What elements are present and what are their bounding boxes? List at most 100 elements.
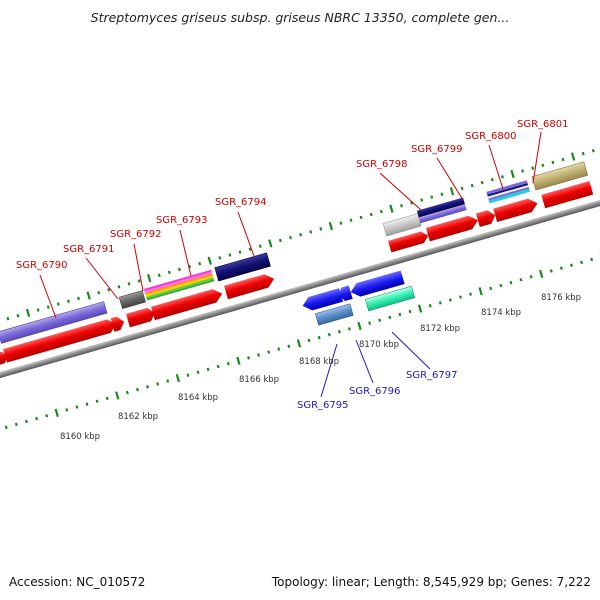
minor-tick <box>368 321 372 325</box>
minor-tick <box>347 327 351 331</box>
cds-sgr-6792[interactable] <box>126 306 157 328</box>
major-tick <box>449 187 455 196</box>
minor-tick <box>521 169 525 173</box>
scale-label: 8176 kbp <box>541 293 581 303</box>
gene-sgr-6795-cds[interactable] <box>315 303 354 326</box>
minor-tick <box>6 316 10 321</box>
minor-tick <box>460 186 464 191</box>
gene-label-sgr-6800[interactable]: SGR_6800 <box>465 131 517 142</box>
scale-label: 8166 kbp <box>239 375 279 385</box>
minor-tick <box>95 399 99 403</box>
gene-sgr-6799-feature[interactable] <box>416 197 467 224</box>
minor-tick <box>581 151 585 156</box>
minor-tick <box>226 361 230 366</box>
minor-tick <box>470 183 474 188</box>
gene-label-sgr-6797[interactable]: SGR_6797 <box>406 370 458 381</box>
minor-tick <box>177 267 181 272</box>
minor-tick <box>257 353 261 357</box>
gene-label-sgr-6791[interactable]: SGR_6791 <box>63 244 115 255</box>
minor-tick <box>490 177 494 182</box>
minor-tick <box>238 250 242 254</box>
minor-tick <box>551 160 555 165</box>
minor-tick <box>379 209 383 214</box>
minor-tick <box>309 230 313 234</box>
major-tick <box>207 256 212 265</box>
gene-label-sgr-6799[interactable]: SGR_6799 <box>411 144 463 155</box>
major-tick <box>510 169 515 179</box>
minor-tick <box>287 344 291 349</box>
minor-tick <box>216 364 220 369</box>
major-tick <box>539 269 544 279</box>
minor-tick <box>65 408 69 412</box>
minor-tick <box>438 301 442 305</box>
minor-tick <box>117 285 121 289</box>
minor-tick <box>529 275 533 279</box>
minor-tick <box>14 422 18 427</box>
gene-sgr-6790-feature[interactable] <box>0 301 108 344</box>
gene-label-sgr-6793[interactable]: SGR_6793 <box>156 215 208 226</box>
cds-sgr-6790[interactable] <box>2 317 118 363</box>
minor-tick <box>337 330 341 334</box>
major-tick <box>147 273 152 283</box>
cds-sgr-6801[interactable] <box>493 196 539 223</box>
minor-tick <box>146 385 150 389</box>
cds-sgr-6794[interactable] <box>224 272 276 300</box>
minor-tick <box>500 175 504 179</box>
minor-tick <box>198 261 202 266</box>
gene-callouts <box>39 131 542 398</box>
gene-sgr-6795-feature[interactable] <box>301 288 344 312</box>
gene-label-sgr-6801[interactable]: SGR_6801 <box>517 119 569 130</box>
summary-text: Topology: linear; Length: 8,545,929 bp; … <box>271 575 591 589</box>
scale-label: 8172 kbp <box>420 324 460 334</box>
gene-sgr-6801-feature[interactable] <box>486 180 531 204</box>
minor-tick <box>125 390 129 395</box>
gene-sgr-6796-cds[interactable] <box>364 285 416 312</box>
gene-label-sgr-6795[interactable]: SGR_6795 <box>297 400 349 411</box>
scale-label: 8170 kbp <box>359 340 399 350</box>
minor-tick <box>307 338 311 343</box>
cds-sgr-6799[interactable] <box>425 214 480 242</box>
gene-label-sgr-6798[interactable]: SGR_6798 <box>356 159 408 170</box>
minor-tick <box>400 204 403 208</box>
cds-sgr-6793[interactable] <box>151 287 224 321</box>
minor-tick <box>4 425 8 430</box>
gene-sgr-6798-feature[interactable] <box>382 213 422 237</box>
cds-right-edge[interactable] <box>541 181 594 209</box>
minor-tick <box>278 238 282 243</box>
cds-sgr-6798[interactable] <box>388 230 430 253</box>
forward-gene-labels: SGR_6790 SGR_6791 SGR_6792 SGR_6793 SGR_… <box>16 119 569 271</box>
gene-label-sgr-6794[interactable]: SGR_6794 <box>215 197 267 208</box>
minor-tick <box>157 273 161 277</box>
gene-label-sgr-6792[interactable]: SGR_6792 <box>110 229 162 240</box>
scale-label: 8164 kbp <box>178 393 218 403</box>
minor-tick <box>428 303 432 308</box>
minor-tick <box>16 314 20 318</box>
gene-sgr-6794-feature[interactable] <box>214 252 271 282</box>
minor-tick <box>75 405 79 409</box>
gene-label-sgr-6790[interactable]: SGR_6790 <box>16 260 68 271</box>
cds-sgr-6800[interactable] <box>475 209 497 228</box>
reverse-tick-row <box>4 252 600 430</box>
minor-tick <box>299 232 303 237</box>
gene-sgr-6796-feature[interactable] <box>349 270 405 298</box>
gene-olive-feature[interactable] <box>531 161 589 191</box>
gene-sgr-6793-feature[interactable] <box>143 269 215 302</box>
scale-label: 8168 kbp <box>299 357 339 367</box>
minor-tick <box>531 166 535 170</box>
major-tick <box>236 356 241 365</box>
cds-sgr-6791[interactable] <box>110 315 126 332</box>
minor-tick <box>135 387 139 392</box>
gene-label-sgr-6796[interactable]: SGR_6796 <box>349 386 401 397</box>
gene-sgr-6795b-feature[interactable] <box>337 285 353 302</box>
minor-tick <box>156 382 160 386</box>
minor-tick <box>561 157 565 162</box>
minor-tick <box>206 367 210 372</box>
major-tick <box>86 291 91 300</box>
scale-label: 8162 kbp <box>118 412 158 422</box>
major-tick <box>115 391 120 400</box>
minor-tick <box>480 180 484 185</box>
forward-cds-lane <box>0 181 594 371</box>
gene-sgr-6792-feature[interactable] <box>118 290 146 309</box>
